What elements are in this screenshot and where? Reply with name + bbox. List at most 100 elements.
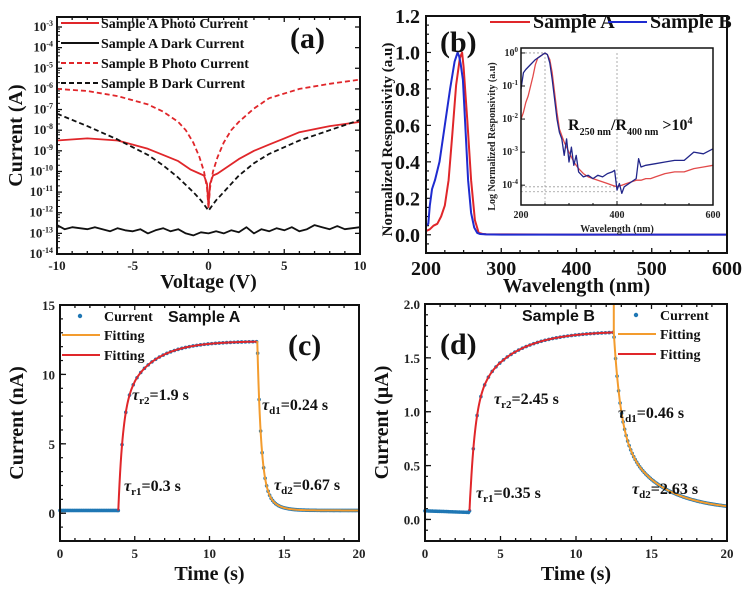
y-tick-label: 10-7 [33, 102, 53, 117]
panel-c: 0 5 10 15 20 0 5 10 15 Current Fitting Fitting Sampl… [6, 298, 366, 585]
y-tick-label: 10-13 [29, 225, 53, 240]
y-tick-label: 10-8 [33, 122, 53, 137]
legend-label: Fitting [104, 349, 144, 364]
decay-fit-line [256, 340, 360, 512]
y-tick-label: 5 [49, 437, 56, 452]
time-constant-annotation: τd2=0.67 s [274, 477, 340, 497]
x-tick-label: 20 [353, 546, 366, 561]
rise-fit-line [117, 340, 258, 511]
x-tick-label: 600 [712, 258, 742, 280]
y-tick-label: 0.0 [404, 512, 420, 527]
y-axis-label: Current (nA) [6, 366, 28, 480]
legend-label: Sample A Dark Current [101, 37, 245, 52]
plot-frame-a [56, 16, 361, 255]
plot-frame-d [424, 303, 728, 542]
y-tick-label: 10 [42, 367, 55, 382]
x-tick-label: 15 [278, 546, 292, 561]
y-tick-label: 10-5 [33, 60, 53, 75]
y-tick-label: 15 [42, 298, 56, 313]
x-tick-label: -10 [48, 258, 65, 273]
series-line-3 [56, 112, 361, 212]
series-line-2 [56, 78, 361, 210]
y-tick-label: 0.2 [395, 188, 420, 210]
y-tick-label: 0.0 [395, 225, 420, 247]
x-tick-label: 0 [205, 258, 212, 273]
inset-y-tick-label: 10-2 [502, 112, 518, 125]
x-tick-label: 20 [721, 546, 734, 561]
y-tick-label: 10-10 [29, 163, 53, 178]
x-tick-label: 10 [354, 258, 367, 273]
y-tick-label: 10-12 [29, 205, 53, 220]
plot-frame-b [425, 15, 728, 254]
inset-x-axis-label: Wavelength (nm) [580, 224, 654, 235]
y-tick-label: 1.2 [395, 6, 420, 28]
legend-label: Fitting [660, 348, 700, 363]
legend-swatch [77, 313, 83, 319]
x-tick-label: -5 [127, 258, 138, 273]
y-tick-label: 10-9 [33, 143, 53, 158]
series-line-1 [425, 51, 727, 236]
plot-frame-c [59, 304, 360, 542]
inset-series-line-1 [520, 52, 714, 195]
x-tick-label: 300 [486, 258, 516, 280]
x-tick-label: 0 [422, 546, 429, 561]
x-tick-label: 500 [637, 258, 667, 280]
y-tick-label: 1.0 [395, 42, 420, 64]
panel-label-b: (b) [440, 26, 477, 59]
panel-b: 200 300 400 500 600 0.0 0.2 0.4 0.6 0.8 1.0 1.2 Samp… [380, 6, 742, 297]
inset-y-axis-label: Log Normalized Responsivity (a.u) [487, 62, 498, 210]
y-tick-label: 0 [49, 506, 56, 521]
inset-y-tick-label: 10-1 [502, 79, 518, 92]
legend-swatch [633, 312, 639, 318]
y-tick-label: 0.5 [404, 459, 421, 474]
inset-x-tick-label: 200 [514, 210, 529, 221]
panel-title: Sample A [168, 309, 241, 326]
inset-y-tick-label: 10-4 [502, 178, 518, 191]
time-constant-annotation: τr1=0.35 s [476, 485, 541, 505]
time-constant-annotation: τr1=0.3 s [124, 478, 181, 498]
x-axis-label: Wavelength (nm) [503, 275, 650, 297]
x-tick-label: 10 [570, 546, 583, 561]
legend-label: Sample B Dark Current [101, 77, 245, 92]
x-axis-label: Time (s) [541, 563, 611, 585]
x-axis-label: Voltage (V) [160, 271, 256, 293]
y-tick-label: 10-4 [33, 40, 53, 55]
time-constant-annotation: τr2=2.45 s [494, 391, 559, 411]
legend-label: Sample B [650, 11, 732, 33]
inset: 200 400 600 10-4 10-3 10-2 10-1 100 Wavelength (… [487, 46, 721, 235]
legend-label: Sample B Photo Current [101, 57, 249, 72]
legend-label: Fitting [660, 328, 700, 343]
panel-d: 0 5 10 15 20 0.0 0.5 1.0 1.5 2.0 Current Fitting Fit… [371, 297, 734, 585]
y-tick-label: 0.8 [395, 79, 420, 101]
x-tick-label: 15 [645, 546, 659, 561]
inset-x-tick-label: 600 [706, 210, 721, 221]
x-axis-label: Time (s) [174, 563, 244, 585]
y-axis-label: Normalized Responsivity (a.u) [380, 43, 396, 237]
y-tick-label: 10-3 [33, 19, 53, 34]
time-constant-annotation: τd1=0.24 s [262, 397, 328, 417]
y-tick-label: 1.0 [404, 405, 420, 420]
series-line-1 [56, 224, 361, 237]
x-tick-label: 5 [281, 258, 288, 273]
legend-label: Sample A Photo Current [101, 17, 248, 32]
y-tick-label: 10-14 [29, 246, 53, 261]
y-axis-label: Current (μA) [371, 366, 393, 480]
inset-y-tick-label: 100 [505, 46, 519, 59]
panel-a: -10 -5 0 5 10 10-14 10-13 10-12 10-11 10-10 10-9 10… [5, 16, 367, 293]
legend-label: Sample A [533, 11, 615, 33]
panel-label-d: (d) [440, 328, 477, 361]
y-tick-label: 0.4 [395, 152, 420, 174]
rise-fit-line [468, 331, 614, 511]
panel-label-c: (c) [288, 329, 321, 362]
y-tick-label: 1.5 [404, 351, 421, 366]
x-tick-label: 400 [562, 258, 592, 280]
y-tick-label: 10-6 [33, 81, 53, 96]
x-tick-label: 5 [132, 546, 139, 561]
x-tick-label: 10 [203, 546, 216, 561]
legend-label: Fitting [104, 329, 144, 344]
decay-fit-line [612, 304, 728, 508]
inset-y-tick-label: 10-3 [502, 145, 518, 158]
y-tick-label: 10-11 [30, 184, 53, 199]
time-constant-annotation: τd1=0.46 s [618, 405, 684, 425]
